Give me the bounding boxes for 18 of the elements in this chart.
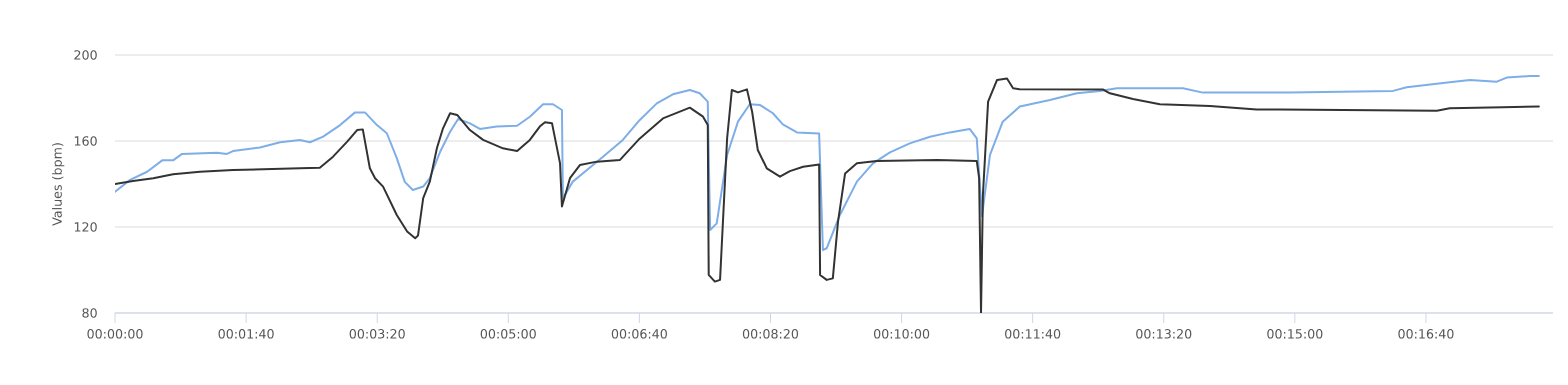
y-tick-label: 200	[74, 50, 97, 60]
x-tick-label: 00:15:00	[1267, 329, 1323, 339]
x-tick-label: 00:13:20	[1136, 329, 1192, 339]
y-tick-label: 160	[74, 136, 97, 146]
line-series	[115, 77, 1540, 313]
x-tick-label: 00:16:40	[1398, 329, 1454, 339]
y-tick-label: 120	[74, 222, 97, 232]
x-tick-label: 00:01:40	[218, 329, 274, 339]
y-axis-title: Values (bpm)	[52, 143, 65, 226]
y-tick-label: 80	[82, 308, 97, 318]
x-tick-label: 00:05:00	[480, 329, 536, 339]
x-tick-label: 00:08:20	[742, 329, 799, 339]
x-tick-label: 00:03:20	[349, 329, 405, 339]
line-series	[115, 75, 1540, 251]
x-tick-label: 00:10:00	[873, 329, 930, 339]
x-tick-label: 00:06:40	[611, 329, 667, 339]
x-tick-label: 00:11:40	[1005, 329, 1061, 339]
x-tick-label: 00:00:00	[87, 329, 143, 339]
